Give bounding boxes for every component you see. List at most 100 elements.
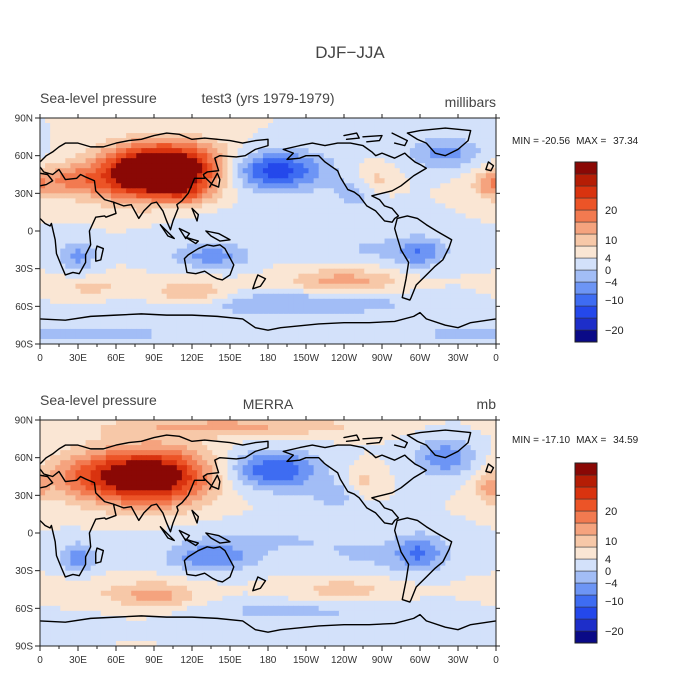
lat-tick-label: 30S bbox=[15, 264, 33, 275]
panel-bottom: Sea-level pressure MERRA mb MIN = -17.10… bbox=[15, 392, 639, 666]
lon-tick-label: 150E bbox=[218, 353, 242, 364]
lon-tick-label: 30E bbox=[69, 655, 87, 666]
panel-top-center-title: test3 (yrs 1979-1979) bbox=[201, 90, 334, 106]
lon-tick-label: 120E bbox=[180, 655, 204, 666]
lon-tick-label: 60W bbox=[410, 655, 431, 666]
colorbar-label: 10 bbox=[605, 235, 617, 247]
panel-top-colorbar: 20 10 40−4 −10 −20 bbox=[574, 161, 624, 343]
colorbar-swatch bbox=[574, 522, 598, 536]
lon-tick-label: 90E bbox=[145, 353, 163, 364]
lat-tick-label: 60N bbox=[15, 453, 33, 464]
colorbar-label: −4 bbox=[605, 277, 618, 289]
colorbar-swatch bbox=[574, 474, 598, 488]
lon-tick-label: 180 bbox=[260, 655, 277, 666]
colorbar-label: −10 bbox=[605, 295, 624, 307]
lat-tick-label: 60S bbox=[15, 302, 33, 313]
colorbar-label: −10 bbox=[605, 596, 624, 608]
panel-bottom-max-label: MAX = bbox=[576, 435, 609, 446]
panel-bottom-colorbar: 20 10 40−4 −10 −20 bbox=[574, 462, 624, 644]
panel-top-stats: MIN = -20.56 MAX = 37.34 bbox=[512, 136, 639, 147]
colorbar-label: 4 bbox=[605, 253, 611, 265]
panel-bottom-min-value: -17.10 bbox=[542, 435, 571, 446]
colorbar-swatch bbox=[574, 486, 598, 500]
lon-tick-label: 30W bbox=[448, 655, 469, 666]
colorbar-label: 4 bbox=[605, 554, 611, 566]
lon-tick-label: 150W bbox=[293, 655, 320, 666]
lon-tick-label: 0 bbox=[493, 353, 499, 364]
lon-tick-label: 0 bbox=[37, 353, 43, 364]
colorbar-swatch bbox=[574, 281, 598, 295]
colorbar-swatch bbox=[574, 498, 598, 512]
colorbar-swatch bbox=[574, 173, 598, 187]
lat-tick-label: 0 bbox=[27, 529, 33, 540]
panel-bottom-map: 0 30E 60E 90E 120E 150E 180 150W 120W 90W 60W 30W 09… bbox=[15, 416, 500, 666]
colorbar-swatch bbox=[574, 221, 598, 235]
lat-tick-label: 30N bbox=[15, 491, 33, 502]
colorbar-swatch bbox=[574, 233, 598, 247]
colorbar-label: −4 bbox=[605, 578, 618, 590]
colorbar-swatch bbox=[574, 534, 598, 548]
panel-top-max-label: MAX = bbox=[576, 136, 609, 147]
colorbar-swatch bbox=[574, 269, 598, 283]
colorbar-swatch bbox=[574, 329, 598, 343]
colorbar-swatch bbox=[574, 185, 598, 199]
panel-top-units: millibars bbox=[445, 94, 496, 110]
figure-title: DJF−JJA bbox=[315, 43, 385, 62]
panel-top-max-value: 37.34 bbox=[613, 136, 638, 147]
lon-tick-label: 120E bbox=[180, 353, 204, 364]
lon-tick-label: 30W bbox=[448, 353, 469, 364]
colorbar-swatch bbox=[574, 257, 598, 271]
lat-tick-label: 90S bbox=[15, 340, 33, 351]
lat-tick-label: 30S bbox=[15, 566, 33, 577]
lon-tick-label: 30E bbox=[69, 353, 87, 364]
slp-field bbox=[40, 420, 496, 646]
lon-tick-label: 120W bbox=[331, 353, 358, 364]
lat-tick-label: 30N bbox=[15, 189, 33, 200]
panel-bottom-max-value: 34.59 bbox=[613, 435, 638, 446]
panel-top: Sea-level pressure test3 (yrs 1979-1979)… bbox=[15, 90, 639, 364]
colorbar-label: 10 bbox=[605, 536, 617, 548]
colorbar-swatch bbox=[574, 558, 598, 572]
colorbar-swatch bbox=[574, 594, 598, 608]
colorbar-swatch bbox=[574, 245, 598, 259]
panel-bottom-center-title: MERRA bbox=[243, 396, 294, 412]
colorbar-swatch bbox=[574, 570, 598, 584]
colorbar-swatch bbox=[574, 618, 598, 632]
panel-bottom-units: mb bbox=[477, 396, 497, 412]
lon-tick-label: 90W bbox=[372, 353, 393, 364]
lon-tick-label: 180 bbox=[260, 353, 277, 364]
colorbar-swatch bbox=[574, 305, 598, 319]
colorbar-swatch bbox=[574, 510, 598, 524]
lon-tick-label: 90W bbox=[372, 655, 393, 666]
colorbar-label: 0 bbox=[605, 265, 611, 277]
panel-bottom-min-label: MIN = bbox=[512, 435, 542, 446]
colorbar-swatch bbox=[574, 462, 598, 476]
colorbar-swatch bbox=[574, 161, 598, 175]
lat-tick-label: 60N bbox=[15, 151, 33, 162]
panel-bottom-left-title: Sea-level pressure bbox=[40, 392, 157, 408]
colorbar-label: 0 bbox=[605, 566, 611, 578]
lon-tick-label: 90E bbox=[145, 655, 163, 666]
colorbar-swatch bbox=[574, 209, 598, 223]
lon-tick-label: 0 bbox=[493, 655, 499, 666]
lon-tick-label: 60W bbox=[410, 353, 431, 364]
panel-top-left-title: Sea-level pressure bbox=[40, 90, 157, 106]
panel-top-map: 0 30E 60E 90E 120E 150E 180 150W 120W 90W 60W 30W 09… bbox=[15, 114, 500, 364]
colorbar-swatch bbox=[574, 293, 598, 307]
colorbar-swatch bbox=[574, 197, 598, 211]
lon-tick-label: 0 bbox=[37, 655, 43, 666]
lon-tick-label: 60E bbox=[107, 655, 125, 666]
colorbar-label: 20 bbox=[605, 205, 617, 217]
colorbar-frame bbox=[574, 161, 598, 343]
panel-top-min-value: -20.56 bbox=[542, 136, 571, 147]
colorbar-swatch bbox=[574, 630, 598, 644]
lat-tick-label: 60S bbox=[15, 604, 33, 615]
colorbar-label: −20 bbox=[605, 325, 624, 337]
colorbar-swatch bbox=[574, 546, 598, 560]
lat-tick-label: 0 bbox=[27, 227, 33, 238]
lon-tick-label: 150E bbox=[218, 655, 242, 666]
colorbar-frame bbox=[574, 462, 598, 644]
panel-top-min-label: MIN = bbox=[512, 136, 542, 147]
lat-tick-label: 90N bbox=[15, 416, 33, 427]
